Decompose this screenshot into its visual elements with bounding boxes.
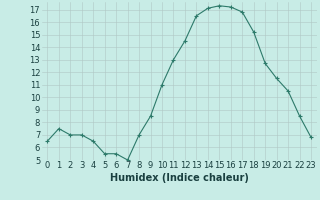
X-axis label: Humidex (Indice chaleur): Humidex (Indice chaleur) [110, 173, 249, 183]
